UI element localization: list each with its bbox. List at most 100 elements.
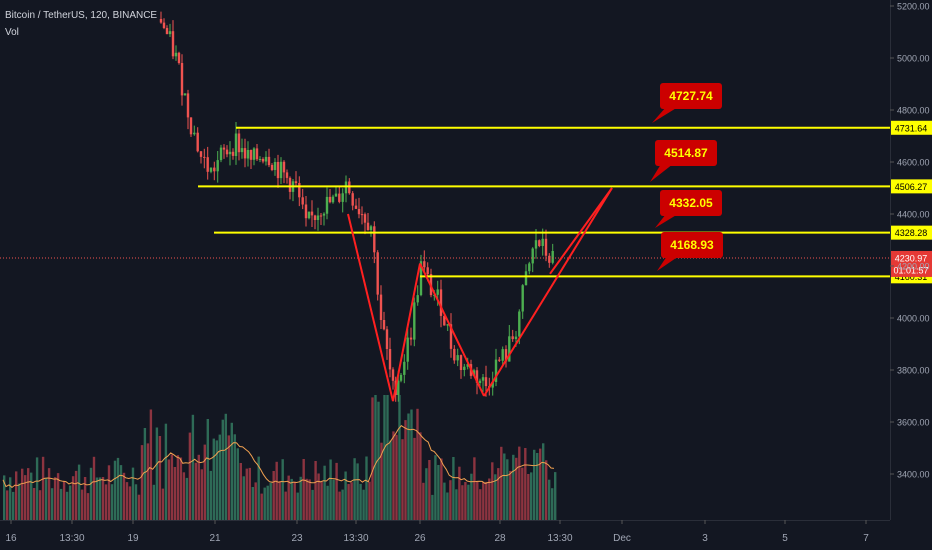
volume-bar xyxy=(134,484,138,520)
callout-box xyxy=(655,140,717,166)
candle-body xyxy=(436,289,439,295)
volume-bar xyxy=(344,471,347,520)
candle-body xyxy=(360,214,364,216)
candle-body xyxy=(508,336,511,362)
volume-bar xyxy=(98,477,102,520)
candle-body xyxy=(369,226,373,230)
candle-body xyxy=(433,294,436,296)
candle-body xyxy=(399,374,403,381)
candle-body xyxy=(243,148,247,159)
volume-bar xyxy=(443,482,446,520)
candle-body xyxy=(304,204,308,219)
volume-bar xyxy=(41,456,45,520)
price-tick-label: 4800.00 xyxy=(897,106,930,116)
candle-body xyxy=(463,366,466,370)
volume-bar xyxy=(21,468,24,520)
volume-bar xyxy=(374,395,377,520)
volume-bar xyxy=(191,414,195,520)
candle-body xyxy=(511,336,514,340)
candle-body xyxy=(288,177,292,192)
price-tick-label: 3600.00 xyxy=(897,418,930,428)
volume-bar xyxy=(356,463,359,520)
candle-body xyxy=(466,364,469,367)
volume-bar xyxy=(503,453,506,520)
volume-bar xyxy=(389,440,392,520)
volume-bar xyxy=(302,459,305,520)
candle-body xyxy=(388,349,392,370)
volume-bar xyxy=(212,438,215,520)
volume-bar xyxy=(332,479,335,520)
volume-bar xyxy=(542,443,545,520)
symbol-title: Bitcoin / TetherUS, 120, BINANCE xyxy=(5,10,158,21)
candle-body xyxy=(325,196,329,214)
level-tag xyxy=(891,120,932,135)
candle-body xyxy=(316,215,320,220)
candle-body xyxy=(313,215,317,220)
volume-bar xyxy=(188,432,192,520)
volume-bar xyxy=(449,480,452,520)
volume-bar xyxy=(206,419,209,520)
volume-bar xyxy=(38,490,42,520)
volume-bar xyxy=(383,395,386,520)
volume-bar xyxy=(269,482,272,520)
volume-bar xyxy=(92,456,96,520)
candle-body xyxy=(183,93,187,96)
volume-moving-average xyxy=(2,425,555,489)
volume-bar xyxy=(65,491,69,520)
candle-body xyxy=(255,148,259,160)
volume-bar xyxy=(425,468,428,520)
volume-bar xyxy=(9,477,12,520)
candle-body xyxy=(494,359,498,382)
candle-body xyxy=(514,336,518,339)
candle-body xyxy=(261,159,265,162)
volume-bar xyxy=(398,395,401,520)
candle-body xyxy=(216,160,219,172)
volume-bar xyxy=(83,477,87,520)
candle-body xyxy=(165,28,169,35)
callout-label: 4168.93 xyxy=(670,238,714,252)
candle-body xyxy=(199,151,203,157)
time-tick-label: 28 xyxy=(494,533,506,544)
volume-bar xyxy=(218,434,221,520)
level-tag-label: 4328.28 xyxy=(895,228,928,238)
volume-bar xyxy=(317,473,320,520)
volume-bar xyxy=(179,457,183,520)
volume-bar xyxy=(440,458,443,520)
candle-body xyxy=(219,147,223,161)
candle-body xyxy=(531,248,534,264)
volume-bar xyxy=(293,481,296,520)
candle-body xyxy=(491,382,494,388)
volume-bar xyxy=(347,484,350,520)
level-tag-label: 4731.64 xyxy=(895,123,928,133)
candle-body xyxy=(273,162,277,170)
level-tag xyxy=(891,179,932,194)
time-tick-label: 13:30 xyxy=(343,533,368,544)
volume-bar xyxy=(32,488,36,520)
volume-bar xyxy=(392,431,395,520)
volume-bar xyxy=(215,440,218,520)
candle-body xyxy=(538,240,541,246)
candle-body xyxy=(498,359,501,361)
candle-body xyxy=(193,132,196,135)
volume-bar xyxy=(368,481,371,520)
volume-bar xyxy=(110,484,114,520)
candle-body xyxy=(240,148,244,153)
candle-body xyxy=(162,22,166,28)
price-tick-label: 4400.00 xyxy=(897,210,930,220)
volume-bar xyxy=(506,459,509,520)
candle-body xyxy=(351,193,354,206)
volume-bar xyxy=(116,457,120,520)
volume-bar xyxy=(290,478,293,520)
volume-bar xyxy=(416,408,419,520)
candle-body xyxy=(258,159,262,160)
volume-bar xyxy=(176,455,180,520)
volume-bar xyxy=(323,465,326,520)
candle-body xyxy=(294,181,298,184)
candle-body xyxy=(310,211,314,216)
candle-body xyxy=(521,285,524,312)
volume-bar xyxy=(146,443,150,520)
volume-bar xyxy=(377,401,380,520)
candle-body xyxy=(459,355,463,370)
candle-body xyxy=(475,370,479,383)
